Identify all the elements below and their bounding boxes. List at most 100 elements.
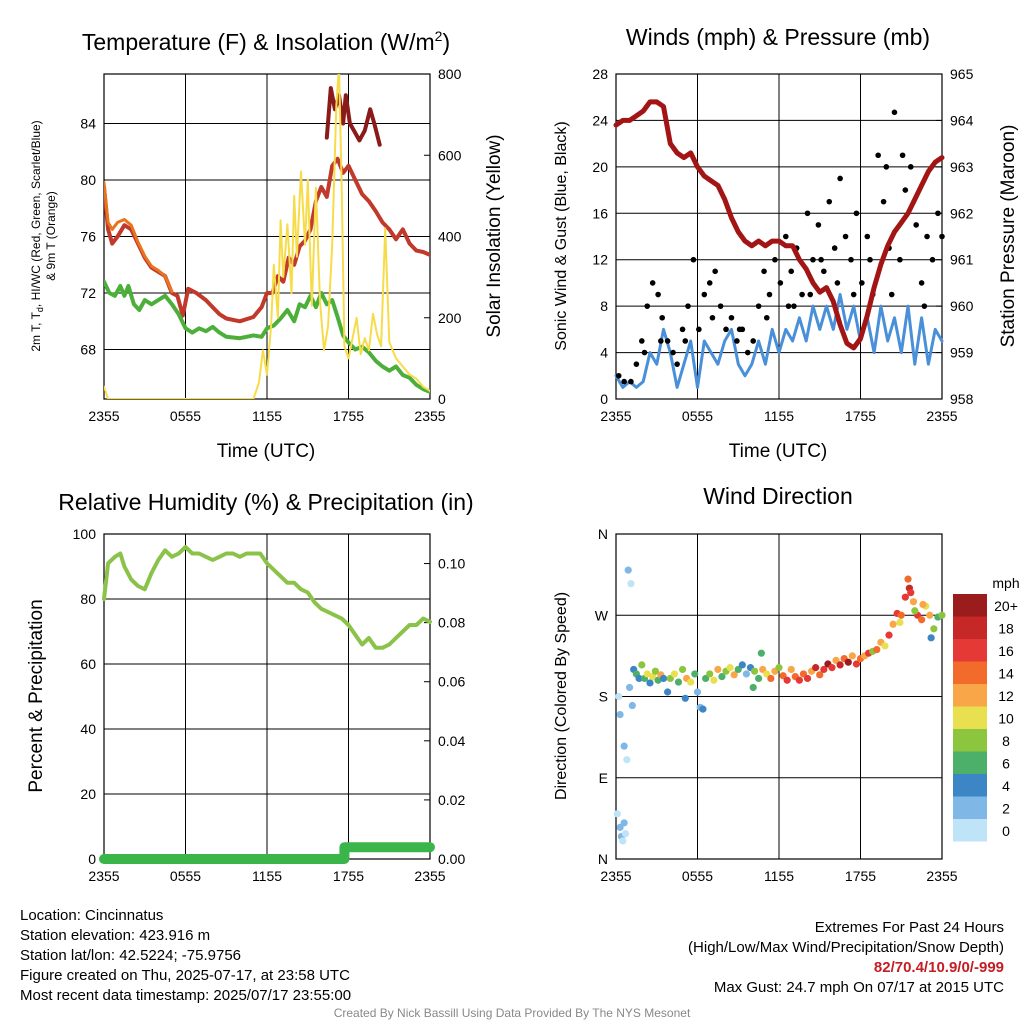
y-tick-label: 28 — [592, 66, 608, 82]
legend-label: 0 — [1002, 823, 1010, 839]
x-tick-label: 0555 — [682, 868, 713, 884]
station-latlon: Station lat/lon: 42.5224; -75.9756 — [20, 947, 242, 964]
legend-label: 14 — [998, 666, 1014, 682]
gust-point — [880, 198, 887, 205]
gust-point — [682, 338, 689, 344]
wind-direction-point — [616, 710, 624, 719]
wind-direction-point — [889, 620, 897, 628]
wind-direction-point — [706, 670, 714, 678]
y-tick-label: S — [599, 689, 608, 705]
figure-created: Figure created on Thu, 2025-07-17, at 23… — [20, 967, 350, 984]
wind-direction-point — [699, 705, 707, 713]
gust-point — [921, 303, 928, 309]
x-tick-label: 2355 — [926, 868, 957, 884]
gust-point — [649, 280, 656, 286]
gust-point — [867, 256, 873, 263]
gust-point — [810, 256, 816, 263]
legend-label: 6 — [1002, 756, 1010, 772]
x-tick-label: 1755 — [333, 408, 364, 424]
y2-tick-label: 965 — [950, 66, 974, 82]
temperature-ylabel-2: & 9m T (Orange) — [44, 191, 58, 281]
extremes-title: Extremes For Past 24 Hours — [814, 919, 1004, 936]
wind-direction-point — [621, 830, 630, 838]
wind-direction-ylabel: Direction (Colored By Speed) — [553, 592, 570, 800]
gust-point — [826, 198, 833, 205]
wind-direction-point — [755, 674, 763, 683]
wind-direction-point — [927, 634, 935, 642]
humidity-ylabel: Percent & Precipitation — [26, 599, 47, 792]
wind-direction-point — [897, 611, 905, 619]
wind-direction-point — [628, 701, 636, 710]
wind-direction-point — [775, 664, 783, 672]
x-tick-label: 1755 — [845, 868, 876, 884]
gust-point — [712, 268, 718, 275]
gust-point — [848, 256, 854, 263]
legend-label: 8 — [1002, 733, 1010, 749]
wind-direction-point — [643, 670, 651, 678]
wind-direction-point — [881, 642, 889, 650]
plot-frame — [103, 73, 431, 400]
wind-direction-point — [625, 683, 634, 692]
gust-point — [639, 338, 645, 344]
legend-swatch — [953, 639, 987, 662]
grid-lines — [104, 534, 430, 859]
y2-tick-label: 0.06 — [438, 674, 465, 690]
y-tick-label: 0 — [600, 391, 608, 407]
wind-direction-point — [904, 575, 912, 583]
gust-point — [821, 268, 827, 275]
wind-direction-title: Wind Direction — [703, 483, 853, 509]
temperature-series-line — [104, 74, 430, 399]
x-tick-label: 2355 — [600, 868, 631, 884]
gust-point — [859, 280, 865, 286]
x-tick-label: 1155 — [764, 408, 794, 424]
wind-direction-point — [852, 660, 861, 668]
y2-tick-label: 0.04 — [438, 733, 465, 749]
wind-direction-point — [873, 645, 881, 654]
station-info: Location: Cincinnatus Station elevation:… — [20, 906, 351, 1006]
gust-point — [659, 314, 665, 321]
wind-direction-point — [909, 598, 918, 606]
wind-direction-point — [615, 692, 623, 701]
legend-label: 10 — [998, 711, 1014, 727]
wind-direction-point — [654, 676, 662, 684]
wind-direction-point — [757, 649, 765, 657]
temperature-series-line — [104, 279, 430, 394]
gust-point — [897, 256, 903, 263]
y-tick-label: 8 — [600, 298, 608, 314]
wind-direction-point — [783, 676, 791, 684]
wind-direction-point — [787, 665, 795, 674]
x-tick-label: 2355 — [88, 408, 119, 424]
gust-point — [763, 314, 770, 321]
gust-point — [621, 378, 627, 385]
wind-direction-point — [664, 688, 672, 696]
y-tick-label: 72 — [80, 285, 96, 301]
max-gust: Max Gust: 24.7 mph On 07/17 at 2015 UTC — [713, 979, 1004, 996]
y2-tick-label: 0.10 — [438, 556, 465, 572]
y-tick-label: N — [598, 526, 608, 542]
y-tick-label: 20 — [80, 786, 96, 802]
y2-tick-label: 600 — [438, 147, 462, 163]
gust-point — [777, 280, 784, 286]
y2-tick-label: 0.00 — [438, 851, 465, 867]
gust-point — [807, 291, 814, 298]
humidity-line — [102, 545, 432, 650]
y-tick-label: 0 — [88, 851, 96, 867]
wind-direction-point — [844, 658, 852, 666]
wind-direction-point — [620, 819, 628, 827]
gust-point — [837, 175, 843, 182]
gust-point — [864, 233, 871, 240]
gust-point — [658, 338, 664, 344]
x-tick-label: 2355 — [600, 408, 631, 424]
gust-point — [755, 303, 762, 309]
y2-tick-label: 963 — [950, 159, 974, 175]
gust-point — [633, 361, 640, 367]
y-tick-label: 68 — [80, 342, 96, 358]
gust-point — [907, 164, 914, 170]
wind-direction-point — [726, 664, 734, 672]
x-tick-label: 2355 — [414, 868, 445, 884]
credit-line: Created By Nick Bassill Using Data Provi… — [333, 1006, 691, 1020]
gust-point — [766, 291, 773, 298]
precipitation-line — [99, 842, 435, 864]
legend-swatch — [953, 751, 987, 774]
gust-point — [939, 233, 945, 240]
